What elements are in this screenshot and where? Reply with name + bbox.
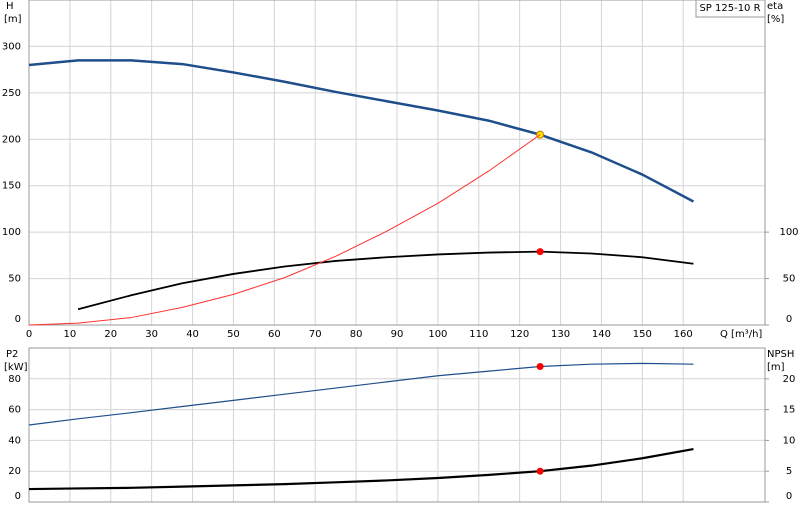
chart-title: SP 125-10 R (699, 3, 760, 14)
x-tick-label: 140 (592, 329, 611, 340)
x-axis-label: Q [m³/h] (720, 329, 762, 340)
operating-point (536, 467, 544, 475)
y-tick-label: 300 (2, 41, 21, 52)
y-tick-label: 20 (8, 466, 21, 477)
x-tick-label: 80 (350, 329, 363, 340)
x-tick-label: 150 (633, 329, 652, 340)
x-tick-label: 100 (428, 329, 447, 340)
y-tick-label: 50 (8, 274, 21, 285)
y-tick-label: 40 (8, 435, 21, 446)
y-tick-label: 250 (2, 88, 21, 99)
curve (28, 447, 694, 491)
curve (28, 59, 695, 203)
plot-frame (28, 0, 766, 326)
x-tick-label: 20 (104, 329, 117, 340)
y-tick-label: 80 (8, 374, 21, 385)
x-tick-label: 110 (469, 329, 488, 340)
x-tick-label: 50 (227, 329, 240, 340)
y2-axis-label: NPSH (767, 349, 794, 360)
y2-axis-unit: [m] (767, 362, 785, 373)
x-tick-label: 70 (309, 329, 322, 340)
y2-tick-label: 100 (779, 227, 798, 238)
y-axis-label: P2 (6, 349, 18, 360)
y-axis-unit: [m] (4, 14, 22, 25)
x-tick-label: 40 (186, 329, 199, 340)
x-tick-label: 0 (26, 329, 32, 340)
y-tick-label: 0 (15, 314, 21, 325)
y-tick-label: 100 (2, 227, 21, 238)
x-tick-label: 30 (145, 329, 158, 340)
operating-point (536, 362, 544, 370)
y2-tick-label: 5 (786, 466, 792, 477)
x-tick-label: 90 (391, 329, 404, 340)
y2-tick-label: 0 (786, 491, 792, 502)
x-tick-label: 130 (551, 329, 570, 340)
y-tick-label: 0 (15, 491, 21, 502)
y-axis-unit: [kW] (4, 362, 28, 373)
y-tick-label: 200 (2, 134, 21, 145)
x-tick-label: 120 (510, 329, 529, 340)
curve (28, 134, 541, 326)
y2-tick-label: 0 (786, 314, 792, 325)
curve (28, 362, 694, 426)
x-tick-label: 10 (64, 329, 77, 340)
operating-point (536, 248, 544, 256)
y2-tick-label: 10 (783, 435, 796, 446)
y2-axis-unit: [%] (767, 14, 784, 25)
y-tick-label: 60 (8, 405, 21, 416)
curve (77, 250, 694, 311)
y2-tick-label: 20 (783, 374, 796, 385)
x-tick-label: 60 (268, 329, 281, 340)
y-axis-label: H (6, 1, 14, 12)
y-tick-label: 150 (2, 181, 21, 192)
x-tick-label: 160 (674, 329, 693, 340)
y2-tick-label: 15 (783, 405, 796, 416)
y2-axis-label: eta (767, 1, 783, 12)
y2-tick-label: 50 (783, 274, 796, 285)
